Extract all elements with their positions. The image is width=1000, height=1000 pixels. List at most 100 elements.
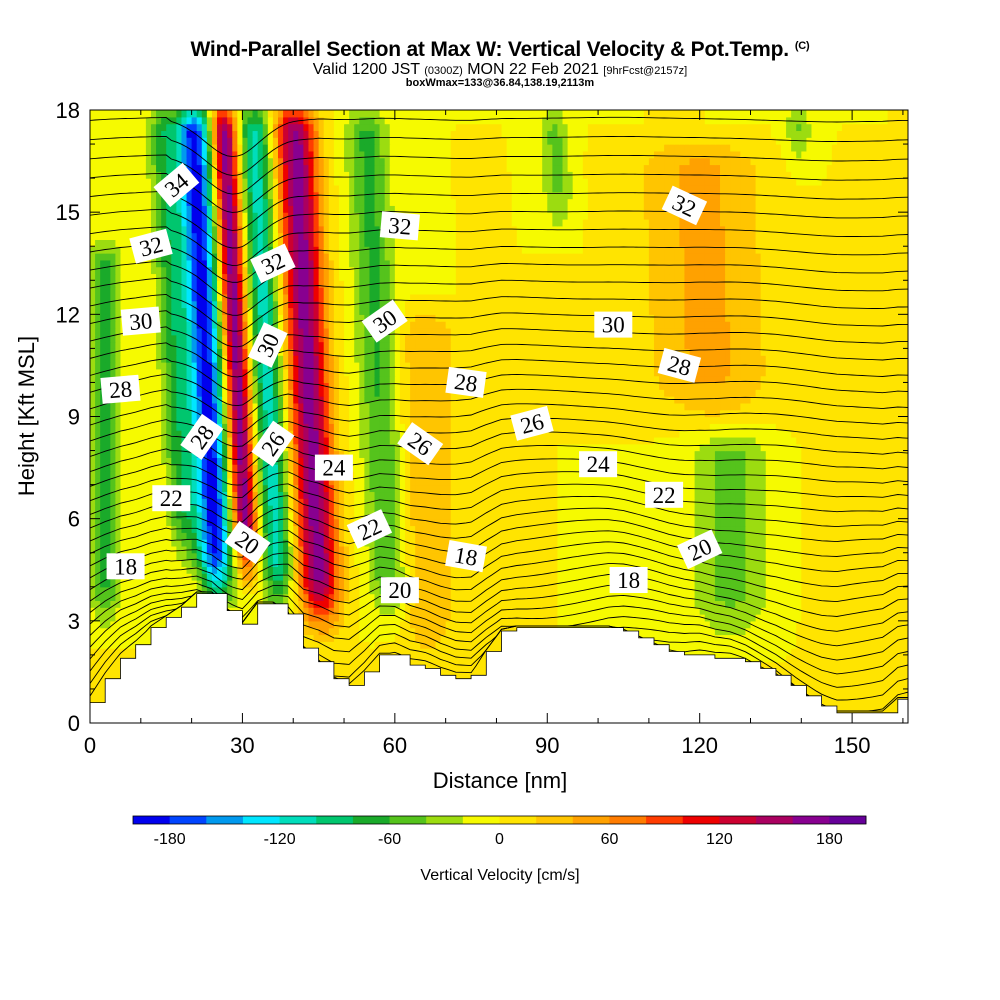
velocity-cell [374, 559, 381, 567]
velocity-cell [867, 532, 874, 540]
velocity-cell [201, 579, 208, 588]
velocity-cell [653, 525, 660, 533]
velocity-cell [298, 600, 304, 608]
velocity-cell [882, 573, 889, 581]
velocity-cell [725, 614, 731, 622]
velocity-cell [704, 634, 711, 642]
velocity-cell [587, 620, 594, 629]
velocity-cell [303, 641, 310, 649]
velocity-cell [852, 552, 858, 561]
velocity-cell [100, 688, 106, 697]
velocity-cell [598, 559, 604, 567]
velocity-cell [592, 579, 599, 588]
velocity-cell [476, 641, 482, 649]
velocity-cell [506, 566, 513, 574]
velocity-cell [811, 634, 818, 642]
velocity-cell [338, 661, 345, 670]
velocity-cell [176, 532, 183, 540]
velocity-cell [415, 620, 421, 629]
velocity-cell [267, 545, 274, 554]
velocity-cell [440, 654, 447, 663]
velocity-cell [902, 552, 908, 561]
velocity-cell [354, 545, 360, 554]
velocity-cell [775, 614, 782, 622]
velocity-cell [831, 532, 838, 540]
velocity-cell [740, 532, 747, 540]
velocity-cell [841, 511, 848, 520]
velocity-cell [328, 545, 335, 554]
velocity-cell [323, 566, 330, 574]
velocity-cell [232, 586, 238, 595]
velocity-cell [100, 614, 106, 622]
velocity-cell [811, 532, 818, 540]
velocity-cell [775, 552, 782, 561]
velocity-cell [750, 600, 757, 608]
velocity-cell [501, 579, 508, 588]
velocity-cell [623, 559, 630, 567]
velocity-cell [821, 654, 828, 663]
velocity-cell [476, 634, 482, 642]
velocity-cell [90, 586, 96, 595]
velocity-cell [247, 614, 254, 622]
velocity-cell [105, 511, 111, 520]
velocity-cell [836, 586, 843, 595]
velocity-cell [323, 607, 330, 615]
velocity-cell [730, 559, 736, 567]
velocity-cell [318, 545, 325, 554]
velocity-cell [115, 593, 122, 601]
velocity-cell [867, 614, 874, 622]
velocity-cell [847, 614, 853, 622]
velocity-cell [547, 525, 553, 533]
velocity-cell [369, 641, 376, 649]
velocity-cell [125, 579, 132, 588]
velocity-cell [394, 634, 401, 642]
velocity-cell [664, 634, 670, 642]
velocity-cell [262, 552, 269, 561]
velocity-cell [684, 579, 691, 588]
velocity-cell [399, 511, 406, 520]
velocity-cell [196, 559, 203, 567]
velocity-cell [704, 518, 711, 527]
velocity-cell [796, 627, 802, 636]
velocity-cell [806, 688, 813, 697]
velocity-cell [318, 607, 325, 615]
velocity-cell [247, 511, 254, 520]
velocity-cell [338, 579, 345, 588]
velocity-cell [786, 661, 792, 670]
velocity-cell [191, 593, 198, 601]
velocity-cell [699, 627, 706, 636]
velocity-cell [892, 518, 899, 527]
velocity-cell [516, 620, 523, 629]
velocity-cell [338, 511, 345, 520]
velocity-cell [440, 661, 447, 670]
velocity-cell [156, 573, 162, 581]
velocity-cell [257, 525, 264, 533]
velocity-cell [740, 634, 747, 642]
velocity-cell [171, 552, 177, 561]
velocity-cell [847, 627, 853, 636]
velocity-cell [359, 545, 365, 554]
velocity-cell [267, 539, 274, 547]
velocity-cell [410, 566, 416, 574]
velocity-cell [598, 552, 604, 561]
velocity-cell [669, 573, 675, 581]
velocity-cell [359, 600, 365, 608]
velocity-cell [582, 545, 589, 554]
velocity-cell [730, 620, 736, 629]
velocity-cell [308, 634, 315, 642]
velocity-cell [506, 600, 513, 608]
velocity-cell [359, 634, 365, 642]
velocity-cell [349, 552, 355, 561]
velocity-cell [115, 586, 122, 595]
velocity-cell [714, 552, 721, 561]
velocity-cell [110, 641, 116, 649]
velocity-cell [902, 525, 908, 533]
velocity-cell [852, 702, 858, 710]
velocity-cell [460, 579, 467, 588]
velocity-cell [852, 634, 858, 642]
velocity-cell [511, 545, 518, 554]
velocity-cell [613, 614, 619, 622]
velocity-cell [349, 614, 355, 622]
velocity-cell [730, 518, 736, 527]
velocity-cell [389, 641, 396, 649]
